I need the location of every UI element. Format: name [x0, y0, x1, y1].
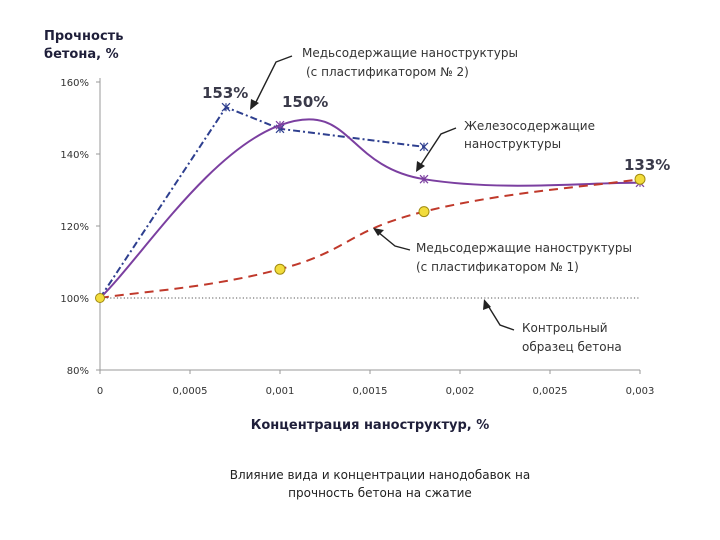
y-tick-label: 80% — [67, 366, 89, 377]
peak-label-150: 150% — [282, 93, 328, 111]
series-layer — [95, 102, 646, 303]
x-tick-label: 0,002 — [446, 386, 475, 397]
annotation-cu2-line2: (с пластификатором № 2) — [306, 65, 469, 79]
arrow-cu1 — [377, 231, 411, 251]
annotation-cu2-line1: Медьсодержащие наноструктуры — [302, 46, 518, 60]
x-tick-label: 0 — [97, 386, 103, 397]
y-tick-label: 160% — [60, 78, 89, 89]
x-tick-label: 0,003 — [626, 386, 655, 397]
arrow-control — [486, 303, 515, 331]
series-line-cu2 — [99, 105, 425, 299]
chart: Прочность бетона, % 80%100%120%140%160% … — [44, 29, 670, 433]
end-label-133: 133% — [624, 156, 670, 174]
annotation-cu1-line1: Медьсодержащие наноструктуры — [416, 241, 632, 255]
series-line-fe — [99, 118, 641, 299]
point-fe — [275, 120, 285, 130]
arrow-fe-head — [416, 161, 425, 172]
annotation-cu1-line2: (с пластификатором № 1) — [416, 260, 579, 274]
x-tick-label: 0,0025 — [533, 386, 568, 397]
caption-line-1: Влияние вида и концентрации нанодобавок … — [229, 468, 531, 482]
annotation-fe-line1: Железосодержащие — [464, 119, 595, 133]
arrow-fe — [419, 127, 457, 167]
point-cu1 — [418, 206, 430, 218]
x-tick-label: 0,0005 — [173, 386, 208, 397]
point-origin — [95, 293, 105, 303]
arrow-control-head — [483, 299, 491, 310]
series-line-cu1 — [99, 178, 641, 299]
y-tick-label: 140% — [60, 150, 89, 161]
x-ticks: 0 0,0005 0,001 0,0015 0,002 0,0025 0,003 — [97, 370, 655, 397]
figure-caption: Влияние вида и концентрации нанодобавок … — [160, 466, 600, 502]
arrow-cu1-head — [373, 228, 384, 236]
peak-label-153: 153% — [202, 84, 248, 102]
y-tick-label: 120% — [60, 222, 89, 233]
y-axis-title-line2: бетона, % — [44, 47, 119, 62]
x-axis-title: Концентрация наноструктур, % — [251, 418, 490, 433]
point-cu2 — [419, 142, 429, 152]
point-cu2 — [221, 102, 231, 112]
point-cu1 — [274, 263, 286, 275]
y-axis-title-line1: Прочность — [44, 29, 123, 44]
point-cu1 — [634, 173, 646, 185]
annotation-control-line1: Контрольный — [522, 321, 608, 335]
arrow-cu2-head — [250, 99, 259, 110]
x-tick-label: 0,001 — [266, 386, 295, 397]
arrow-cu2 — [253, 55, 293, 107]
annotation-control-line2: образец бетона — [522, 340, 622, 354]
annotation-fe-line2: наноструктуры — [464, 137, 561, 151]
x-tick-label: 0,0015 — [353, 386, 388, 397]
y-tick-label: 100% — [60, 294, 89, 305]
point-fe — [419, 174, 429, 184]
caption-line-2: прочность бетона на сжатие — [288, 486, 472, 500]
annotation-arrows — [250, 55, 515, 331]
y-ticks: 80% 100% 120% 140% 160% — [60, 78, 100, 377]
